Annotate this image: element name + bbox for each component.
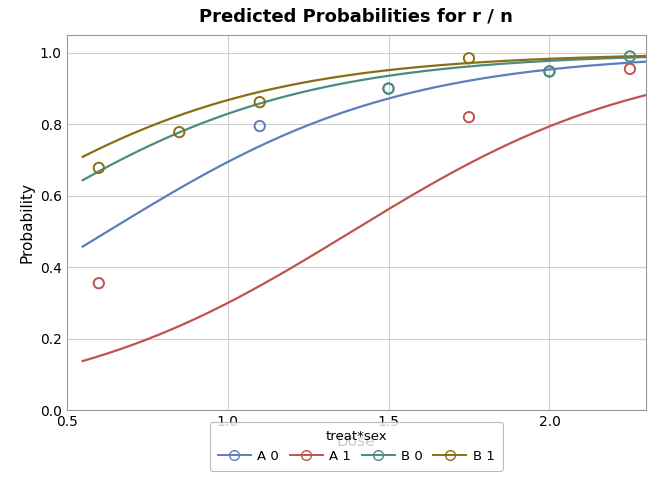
Point (383, 84, 394, 92)
Point (254, 98, 265, 106)
Point (254, 122, 265, 130)
Point (625, 52, 635, 60)
Point (93, 279, 104, 287)
Point (625, 65, 635, 73)
Title: Predicted Probabilities for r / n: Predicted Probabilities for r / n (199, 7, 513, 25)
Point (544, 68, 555, 76)
Point (174, 128, 184, 136)
X-axis label: Dose: Dose (337, 434, 376, 450)
Point (383, 84, 394, 92)
Point (464, 54, 474, 62)
Legend: A 0, A 1, B 0, B 1: A 0, A 1, B 0, B 1 (210, 422, 503, 471)
Point (93, 164, 104, 172)
Point (544, 68, 555, 76)
Point (464, 113, 474, 121)
Y-axis label: Probability: Probability (19, 182, 34, 263)
